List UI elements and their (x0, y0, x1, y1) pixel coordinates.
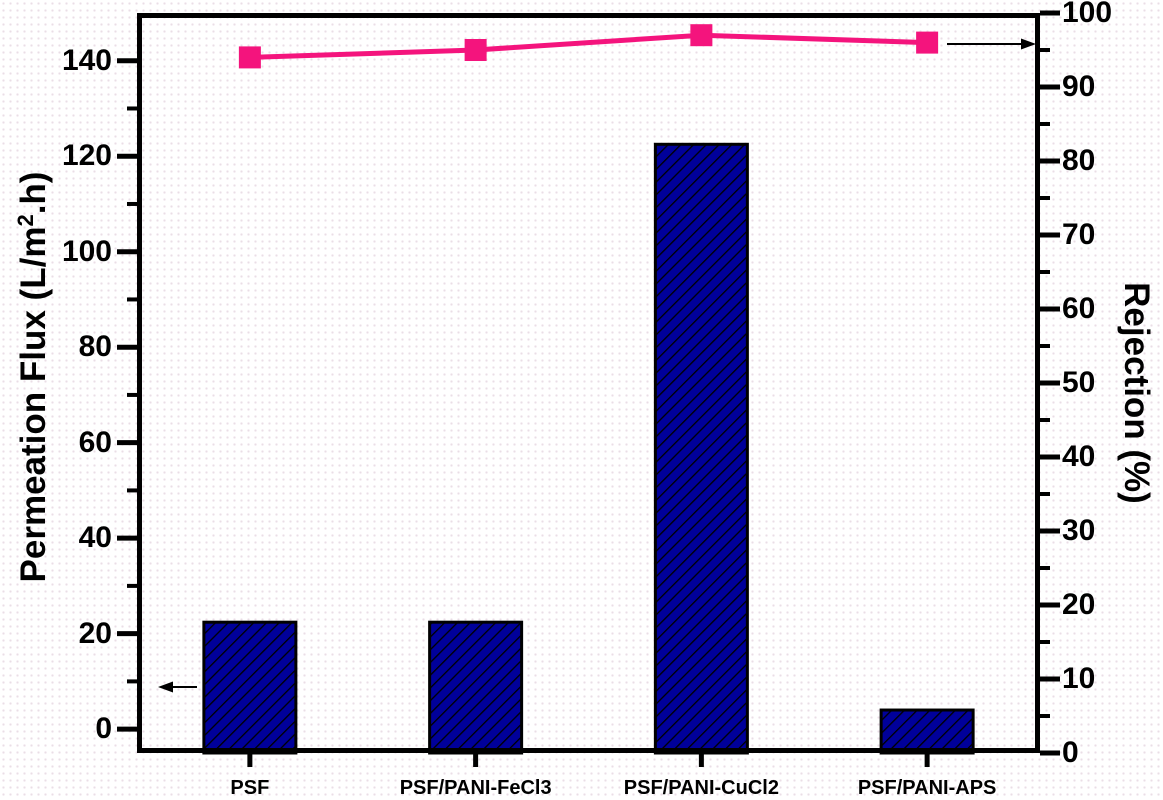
left-axis-tick-label: 120 (61, 139, 112, 173)
right-axis-tick-label: 60 (1062, 292, 1096, 325)
right-axis-title: Rejection (%) (1117, 282, 1156, 504)
line-series (238, 24, 939, 69)
x-axis-tick-label-psf-pani-cucl2: PSF/PANI-CuCl2 (623, 777, 779, 799)
right-axis-tick-label: 0 (1062, 736, 1079, 769)
left-axis-tick-label: 80 (78, 330, 112, 364)
rejection-axis-arrow-head (1021, 38, 1036, 50)
plot-frame (137, 13, 1040, 753)
right-axis-tick-label: 70 (1062, 218, 1096, 251)
rejection-line (249, 32, 928, 60)
right-axis-tick-label: 40 (1062, 440, 1096, 473)
left-axis-title-superscript: 2 (13, 214, 38, 227)
right-axis-tick-label: 50 (1062, 366, 1096, 399)
annotation-arrows (158, 38, 1036, 693)
line-marker-psf (238, 46, 261, 69)
left-axis-tick-label: 20 (78, 616, 112, 650)
x-axis-tick-label-psf: PSF (230, 777, 270, 799)
x-axis-tick-label-psf-pani-aps: PSF/PANI-APS (857, 777, 997, 799)
left-axis-title-suffix: .h) (14, 171, 53, 215)
left-axis-title: Permeation Flux (L/m2.h) (13, 171, 54, 583)
axis-ticks (117, 10, 1060, 767)
bar-psf-pani-aps (879, 708, 975, 755)
bar-psf-pani-cucl2 (653, 142, 749, 755)
left-axis-tick-label: 40 (78, 521, 112, 555)
right-axis-tick-label: 30 (1062, 514, 1096, 547)
right-axis-tick-label: 20 (1062, 588, 1096, 621)
plot-svg (117, 10, 1060, 767)
line-marker-psf-pani-aps (916, 31, 939, 54)
right-axis-tick-label: 80 (1062, 144, 1096, 177)
flux-axis-arrow-head (158, 681, 173, 693)
left-axis-tick-label: 100 (61, 234, 112, 268)
right-axis-tick-label: 100 (1062, 0, 1113, 29)
left-axis-tick-label: 140 (61, 43, 112, 77)
bar-psf-pani-fecl3 (428, 620, 524, 755)
right-axis-tick-label: 90 (1062, 70, 1096, 103)
bar-psf (202, 620, 298, 755)
bar-series (202, 142, 975, 755)
left-axis-tick-label: 60 (78, 425, 112, 459)
line-marker-psf-pani-cucl2 (690, 24, 713, 47)
plot-area (117, 10, 1060, 767)
x-axis-tick-label-psf-pani-fecl3: PSF/PANI-FeCl3 (399, 777, 552, 799)
right-axis-tick-label: 10 (1062, 662, 1096, 695)
left-axis-tick-label: 0 (95, 712, 112, 746)
line-marker-psf-pani-fecl3 (464, 39, 487, 61)
